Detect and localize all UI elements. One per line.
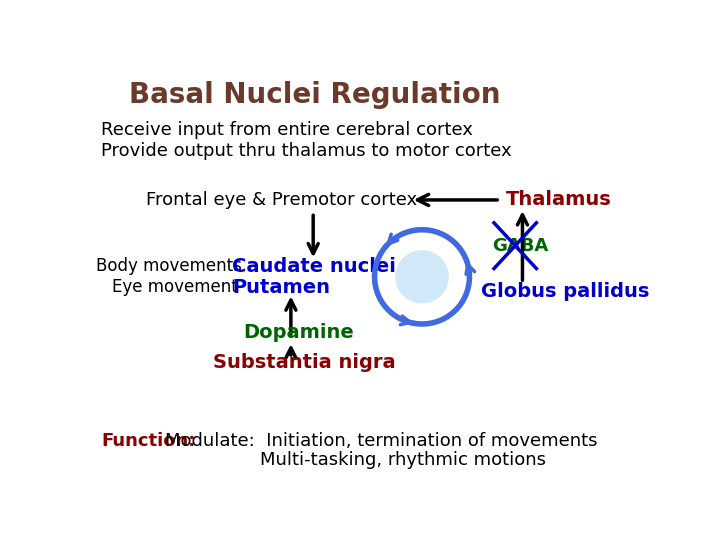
Text: Receive input from entire cerebral cortex: Receive input from entire cerebral corte… [101, 121, 473, 139]
Text: Thalamus: Thalamus [505, 191, 611, 210]
Text: Modulate:  Initiation, termination of movements: Modulate: Initiation, termination of mov… [166, 432, 598, 450]
Polygon shape [396, 251, 448, 303]
Text: Eye movement: Eye movement [112, 278, 238, 296]
Text: Putamen: Putamen [233, 278, 330, 297]
Text: Provide output thru thalamus to motor cortex: Provide output thru thalamus to motor co… [101, 141, 512, 160]
Text: Substantia nigra: Substantia nigra [213, 353, 395, 372]
Text: Multi-tasking, rhythmic motions: Multi-tasking, rhythmic motions [260, 451, 546, 469]
Text: GABA: GABA [492, 237, 548, 255]
Text: Function:: Function: [101, 432, 196, 450]
Text: Dopamine: Dopamine [243, 323, 354, 342]
Text: Globus pallidus: Globus pallidus [481, 282, 649, 301]
Text: Caudate nuclei: Caudate nuclei [233, 257, 396, 276]
Text: Body movements: Body movements [96, 258, 241, 275]
Text: Frontal eye & Premotor cortex: Frontal eye & Premotor cortex [145, 191, 417, 209]
Text: Basal Nuclei Regulation: Basal Nuclei Regulation [129, 82, 500, 110]
